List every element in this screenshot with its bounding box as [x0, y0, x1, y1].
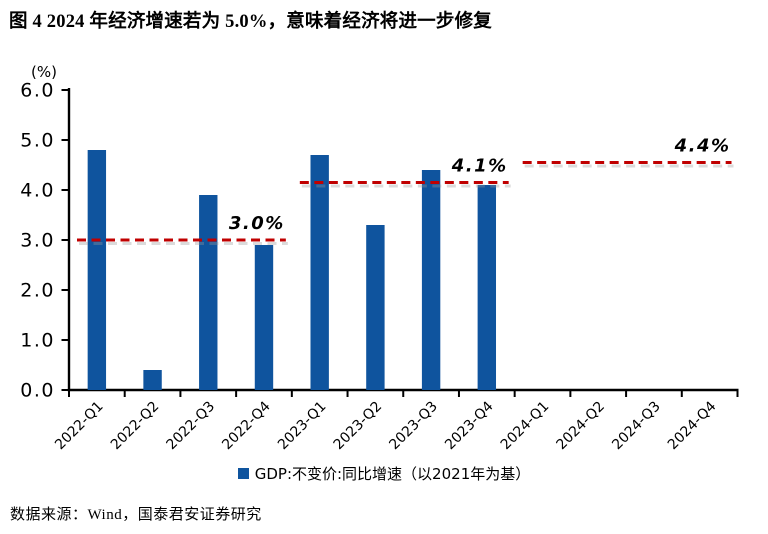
bar-2023-Q2	[366, 225, 385, 390]
x-tick-label-2024-Q1: 2024-Q1	[498, 399, 553, 454]
bar-2023-Q4	[477, 185, 497, 390]
x-tick-label-2023-Q4: 2023-Q4	[442, 398, 497, 453]
x-tick-label-2023-Q1: 2023-Q1	[275, 399, 330, 454]
bar-2023-Q3	[421, 170, 441, 390]
reference-label-4.1%: 4.1%	[451, 156, 508, 177]
x-tick-label-2022-Q1: 2022-Q1	[52, 399, 107, 454]
x-tick-label-2022-Q4: 2022-Q4	[219, 398, 274, 453]
x-tick-label-2022-Q2: 2022-Q2	[108, 399, 163, 454]
legend-label: GDP:不变价:同比增速（以2021年为基）	[254, 465, 531, 483]
y-axis-unit-label: (%)	[31, 63, 57, 81]
x-tick-label-2022-Q3: 2022-Q3	[164, 399, 219, 454]
bar-2022-Q2	[143, 370, 162, 390]
y-tick-label: 4.0	[20, 180, 55, 202]
reference-label-3.0%: 3.0%	[229, 213, 285, 234]
bar-2023-Q1	[310, 155, 329, 390]
x-tick-label-2024-Q3: 2024-Q3	[609, 399, 664, 454]
y-tick-label: 2.0	[20, 280, 55, 302]
bar-2022-Q1	[87, 150, 107, 390]
y-tick-label: 6.0	[20, 80, 55, 102]
x-tick-label-2023-Q2: 2023-Q2	[331, 399, 386, 454]
y-tick-label: 1.0	[20, 330, 55, 352]
chart-title: 图 4 2024 年经济增速若为 5.0%，意味着经济将进一步修复	[9, 12, 492, 32]
data-source-note: 数据来源：Wind，国泰君安证券研究	[10, 507, 262, 523]
legend-swatch	[237, 468, 249, 479]
bar-2022-Q3	[199, 195, 218, 390]
bar-2022-Q4	[254, 245, 274, 390]
y-tick-label: 3.0	[20, 230, 55, 252]
x-tick-label-2023-Q3: 2023-Q3	[386, 399, 441, 454]
x-tick-label-2024-Q4: 2024-Q4	[665, 398, 720, 453]
x-tick-label-2024-Q2: 2024-Q2	[554, 399, 609, 454]
reference-label-4.4%: 4.4%	[674, 136, 731, 157]
y-tick-label: 5.0	[20, 130, 55, 152]
legend: GDP:不变价:同比增速（以2021年为基）	[0, 463, 768, 484]
y-tick-label: 0.0	[20, 380, 55, 402]
